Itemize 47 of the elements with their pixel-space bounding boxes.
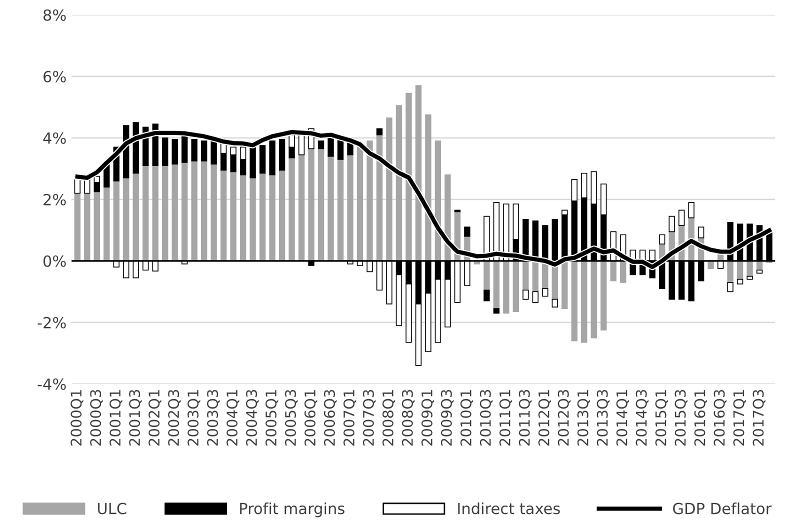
- y-tick-label: 4%: [43, 132, 66, 144]
- x-tick-label: 2014Q1: [616, 390, 630, 446]
- x-tick-label: 2003Q1: [188, 390, 200, 446]
- x-tick-label: 2008Q3: [402, 390, 415, 446]
- y-tick-label: -2%: [38, 316, 66, 328]
- y-tick-label: -4%: [38, 378, 66, 390]
- x-tick-label: 2003Q3: [207, 390, 220, 446]
- x-tick-label: 2009Q1: [421, 390, 434, 446]
- x-tick-label: 2015Q3: [674, 390, 688, 446]
- x-tick-label: 2016Q3: [714, 390, 726, 446]
- x-tick-label: 2005Q3: [284, 390, 298, 446]
- x-tick-label: 2009Q3: [440, 390, 454, 446]
- x-tick-label: 2014Q3: [636, 390, 648, 446]
- x-tick-label: 2006Q3: [324, 390, 337, 446]
- x-tick-label: 2005Q1: [265, 390, 278, 446]
- x-tick-label: 2011Q1: [499, 390, 512, 446]
- legend-label: Indirect taxes: [458, 502, 560, 514]
- x-tick-label: 2007Q1: [343, 390, 356, 446]
- x-tick-label: 2011Q3: [518, 390, 532, 446]
- x-tick-label: 2016Q1: [694, 390, 707, 446]
- x-tick-label: 2004Q3: [246, 390, 259, 446]
- x-tick-label: 2001Q1: [110, 390, 122, 446]
- x-tick-label: 2007Q3: [362, 390, 376, 446]
- x-tick-label: 2015Q1: [655, 390, 668, 446]
- y-tick-label: 6%: [44, 70, 66, 82]
- x-tick-label: 2013Q3: [596, 390, 610, 446]
- x-tick-label: 2000Q3: [90, 390, 103, 446]
- x-tick-label: 2010Q3: [480, 390, 493, 446]
- x-tick-label: 2012Q3: [558, 390, 571, 446]
- legend-label: ULC: [98, 502, 126, 514]
- x-tick-label: 2017Q1: [733, 390, 746, 446]
- legend-label: GDP Deflator: [673, 502, 772, 514]
- x-tick-label: 2004Q1: [226, 390, 240, 446]
- x-tick-label: 2002Q1: [148, 390, 162, 446]
- legend-label: Profit margins: [240, 502, 344, 518]
- y-tick-label: 0%: [43, 255, 66, 267]
- x-tick-label: 2001Q3: [129, 390, 142, 446]
- x-tick-label: 2008Q1: [382, 390, 396, 446]
- x-tick-label: 2017Q3: [752, 390, 766, 446]
- x-tick-label: 2013Q1: [577, 390, 590, 446]
- x-tick-label: 2002Q3: [168, 390, 181, 446]
- y-tick-label: 8%: [43, 9, 66, 21]
- x-tick-label: 2010Q1: [460, 390, 474, 446]
- x-tick-label: 2000Q1: [70, 390, 84, 446]
- x-tick-label: 2006Q1: [304, 390, 318, 446]
- y-tick-label: 2%: [44, 194, 66, 206]
- x-tick-label: 2012Q1: [538, 390, 552, 446]
